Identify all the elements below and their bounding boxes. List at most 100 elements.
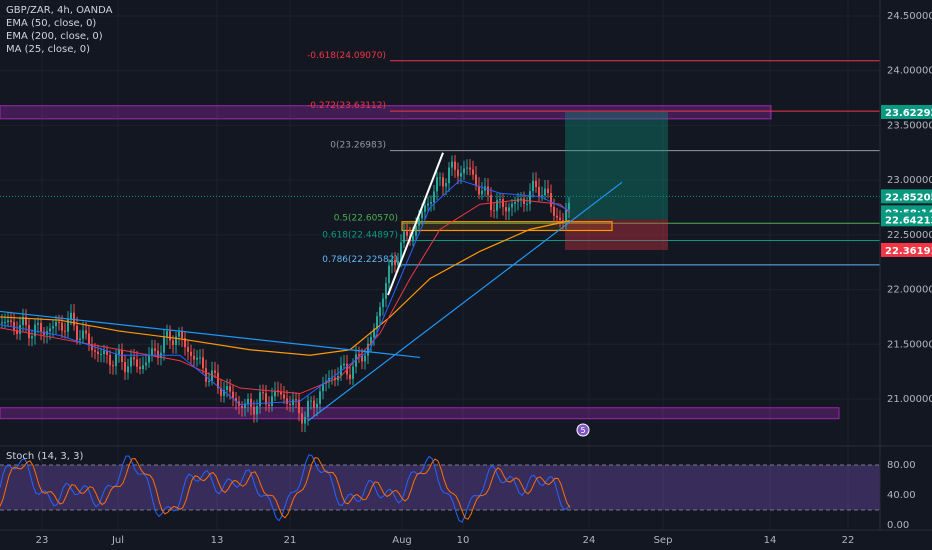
candle-body [292, 399, 294, 406]
candle-body [85, 330, 87, 334]
candle-body [241, 405, 243, 408]
candle-body [148, 355, 150, 363]
candle-body [304, 416, 306, 424]
candle-body [91, 344, 93, 351]
candle-body [568, 202, 570, 210]
price-tag-label: 22.64213 [885, 215, 932, 226]
candle-body [532, 180, 534, 192]
candle-body [151, 348, 153, 356]
time-tick-label: 22 [842, 535, 855, 546]
price-tick-label: 21.50000 [887, 339, 932, 350]
candle-body [79, 338, 81, 341]
candle-body [499, 199, 501, 201]
candle-body [538, 186, 540, 197]
candle-body [124, 362, 126, 373]
stoch-tick-label: 0.00 [887, 520, 909, 531]
candle-body [313, 400, 315, 408]
impulse-leg-line [387, 152, 444, 296]
price-tick-label: 24.00000 [887, 66, 932, 77]
candle-body [295, 399, 297, 401]
candle-body [406, 231, 408, 236]
candle-body [217, 372, 219, 389]
price-tag-label: 22.85205 [885, 192, 932, 203]
candle-body [322, 383, 324, 392]
resistance-zone [0, 105, 772, 120]
candle-body [133, 357, 135, 360]
candle-body [103, 350, 105, 355]
price-tick-label: 24.50000 [887, 11, 932, 22]
candle-body [7, 320, 9, 323]
candle-body [52, 326, 54, 329]
candle-body [37, 323, 39, 325]
descending-trendline [0, 310, 421, 359]
candle-body [466, 167, 468, 169]
candle-body [202, 357, 204, 369]
candle-body [496, 200, 498, 211]
candle-body [424, 205, 426, 212]
candle-body [205, 368, 207, 382]
ma-25-line [0, 179, 571, 405]
candle-body [445, 183, 447, 187]
ascending-trendline [307, 181, 623, 422]
candle-body [4, 322, 6, 324]
candle-body [163, 336, 165, 353]
stoch-tick-label: 80.00 [887, 460, 916, 471]
candle-body [268, 404, 270, 407]
price-tick-label: 23.00000 [887, 175, 932, 186]
candle-body [109, 354, 111, 366]
candle-body [25, 316, 27, 326]
candle-body [397, 260, 399, 266]
candle-body [310, 400, 312, 402]
time-tick-label: 14 [764, 535, 777, 546]
candle-body [223, 389, 225, 396]
candle-body [475, 174, 477, 186]
candle-body [553, 206, 555, 216]
candle-body [178, 332, 180, 337]
candle-body [127, 366, 129, 373]
time-tick-label: Jul [111, 535, 124, 546]
candle-body [535, 180, 537, 187]
candle-body [457, 169, 459, 177]
candle-body [94, 350, 96, 352]
candle-body [361, 355, 363, 362]
time-tick-label: 10 [457, 535, 470, 546]
candle-body [436, 177, 438, 192]
candle-body [544, 188, 546, 196]
ema-200-label: EMA (200, close, 0) [6, 31, 103, 42]
candle-body [505, 206, 507, 212]
candle-body [448, 167, 450, 184]
candle-body [523, 198, 525, 204]
candle-body [520, 198, 522, 200]
candle-body [394, 259, 396, 266]
price-tag-label: 22.36191 [885, 246, 932, 257]
candle-body [562, 220, 564, 223]
candle-body [508, 207, 510, 212]
candle-body [307, 400, 309, 417]
candle-body [250, 398, 252, 407]
support-zone [0, 407, 840, 420]
time-tick-label: Aug [392, 535, 412, 546]
candle-body [283, 394, 285, 399]
candle-body [157, 350, 159, 358]
candle-body [298, 399, 300, 414]
candle-body [352, 366, 354, 379]
candle-body [502, 199, 504, 207]
candle-body [82, 330, 84, 339]
candle-body [19, 324, 21, 334]
candle-body [412, 235, 414, 242]
candle-body [316, 403, 318, 408]
candle-body [511, 203, 513, 208]
candle-body [262, 392, 264, 394]
ema-50-line [0, 199, 571, 395]
candle-body [382, 298, 384, 308]
candle-body [364, 355, 366, 362]
candle-body [67, 319, 69, 332]
candle-body [100, 354, 102, 356]
candle-body [220, 388, 222, 396]
candle-body [154, 348, 156, 351]
fib-label: 0.618(22.44897) [322, 230, 398, 240]
price-tick-label: 22.00000 [887, 285, 932, 296]
candle-body [526, 203, 528, 205]
